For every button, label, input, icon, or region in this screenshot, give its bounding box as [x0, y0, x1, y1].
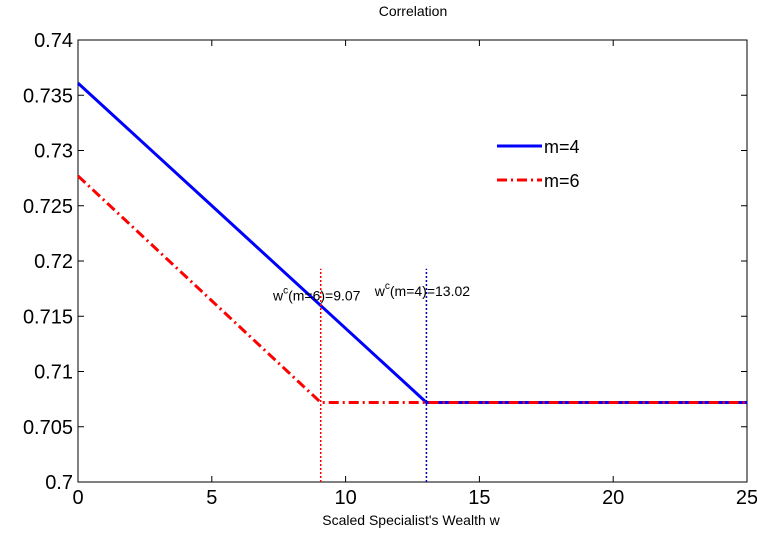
series-layer — [76, 81, 747, 404]
y-tick-label: 0.74 — [34, 30, 73, 52]
x-axis: 0 5 10 15 20 25 — [72, 40, 757, 509]
x-tick-label: 15 — [468, 487, 490, 509]
marker-layer: wc(m=4)=13.02 wc(m=6)=9.07 — [272, 268, 470, 482]
y-tick-label: 0.73 — [34, 141, 73, 163]
critical-wealth-label: wc(m=6)=9.07 — [272, 285, 361, 303]
y-axis: 0.7 0.705 0.71 0.715 0.72 0.725 0.73 0.735 0.74 — [23, 30, 747, 494]
y-tick-label: 0.735 — [23, 85, 73, 107]
legend-label: m=6 — [544, 171, 580, 191]
y-tick-label: 0.72 — [34, 251, 73, 273]
critical-wealth-label: wc(m=4)=13.02 — [374, 281, 470, 299]
x-axis-label: Scaled Specialist's Wealth w — [322, 512, 500, 528]
y-tick-label: 0.71 — [34, 362, 73, 384]
y-tick-label: 0.715 — [23, 306, 73, 328]
x-tick-label: 20 — [602, 487, 624, 509]
x-tick-label: 10 — [334, 487, 356, 509]
y-tick-label: 0.725 — [23, 196, 73, 218]
x-tick-label: 25 — [736, 487, 757, 509]
y-tick-label: 0.7 — [45, 472, 73, 494]
plot-area-frame — [77, 39, 748, 483]
legend: m=4 m=6 — [497, 137, 580, 191]
legend-label: m=4 — [544, 137, 580, 157]
series-line-m-4 — [76, 81, 747, 404]
x-tick-label: 0 — [72, 487, 83, 509]
chart-title: Correlation — [379, 3, 447, 19]
x-tick-label: 5 — [206, 487, 217, 509]
y-tick-label: 0.705 — [23, 417, 73, 439]
